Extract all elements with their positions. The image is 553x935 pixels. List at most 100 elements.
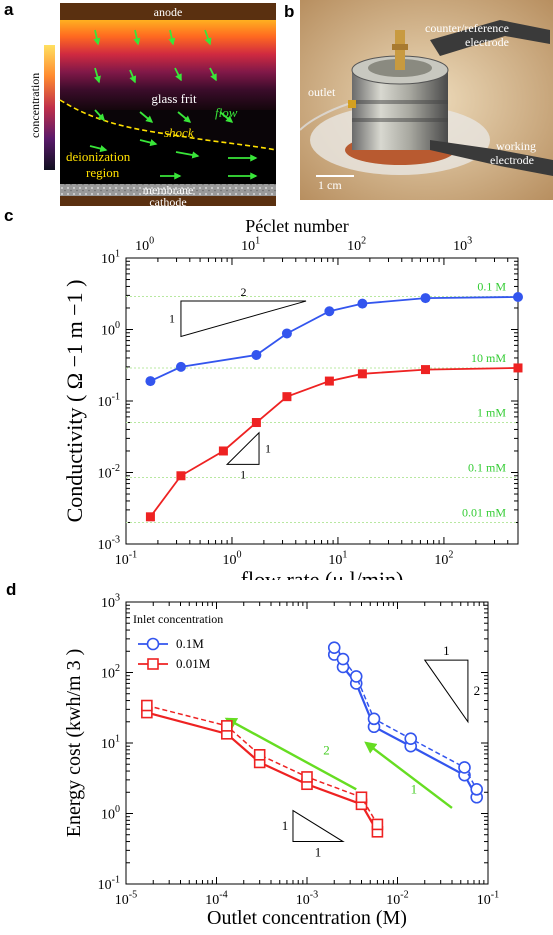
data-point-3 [221,720,233,732]
legend-swatch-marker [146,637,160,651]
counter-clip [430,20,550,56]
data-point-0 [420,293,431,304]
slope-triangle-1-1 [292,809,345,843]
data-point-1 [336,652,350,666]
data-point-0 [281,328,292,339]
anode-electrode [60,3,276,20]
slope-triangle-rise: 2 [474,683,481,698]
peclet-axis-label: Péclet number [245,216,348,236]
concentration-label: concentration [28,73,42,138]
data-point-1 [357,369,367,379]
slope-triangle-run: 1 [443,643,450,658]
reference-line-label: 1 mM [477,406,506,420]
panel-d-chart: 10-5 10-4 10-3 10-2 10-1 10-1 100 101 102 103 Inle… [63,593,499,929]
data-point-0 [251,349,262,360]
series-line-0 [150,296,519,382]
legend-entry: 0.1M [176,636,204,651]
data-point-1 [327,641,341,654]
data-point-3 [141,699,153,712]
guide-arrow-label: 1 [411,781,418,796]
slope-triangle-run: 1 [315,845,322,860]
x-axis-label: Outlet concentration (M) [207,907,407,929]
x-tick-label: 10-3 [296,890,318,908]
panel-label-a: a [4,0,14,19]
y-tick-label: 102 [101,663,120,681]
top-tick-label: 101 [241,236,260,254]
slope-triangle-1-2 [423,659,469,724]
top-tick-label: 100 [135,236,154,254]
fresh-label: fresh [263,161,275,183]
y-tick-label: 100 [101,320,120,338]
slope-triangle-1-1 [225,431,260,465]
panel-label-d: d [6,580,17,599]
y-tick-label: 10-3 [98,535,120,553]
series-line-2 [146,711,379,833]
x-tick-label: 10-1 [477,890,499,908]
slope-triangle-rise: 1 [282,818,289,833]
data-point-1 [251,418,261,428]
y-tick-label: 103 [101,593,120,611]
data-point-3 [253,749,266,761]
shock-label: shock [164,125,194,140]
guide-arrow [224,717,357,791]
counter-reference-label-2: electrode [465,35,509,49]
panel-label-b: b [284,2,295,21]
concentration-colorbar [44,45,55,170]
data-point-0 [324,306,335,317]
deionization-label-line2: region [86,165,120,180]
series-line-1 [149,367,519,518]
panel-label-c: c [4,206,14,225]
reference-line-label: 0.1 M [477,279,506,293]
glass-frit-label: glass frit [151,91,197,106]
x-tick-label: 101 [328,550,347,568]
anode-label: anode [154,5,183,19]
data-point-3 [355,791,368,804]
counter-reference-label-1: counter/reference [425,21,509,35]
data-point-1 [218,446,228,456]
slope-triangle-rise: 1 [265,442,271,456]
working-clip [430,140,553,176]
data-point-1 [420,365,430,375]
y-tick-label: 100 [101,804,120,822]
reference-line-label: 10 mM [471,351,506,365]
panel-b-photo: counter/reference electrode outlet worki… [300,0,553,200]
guide-arrow [364,741,453,809]
reference-line-label: 0.01 mM [462,505,506,519]
scale-bar-label: 1 cm [318,178,342,192]
legend-title: Inlet concentration [133,612,223,626]
membrane-label: membrane [143,183,194,197]
panel-c-chart: 10-1 100 101 102 10-3 10-2 10-1 100 101 100 101 102… [62,216,523,580]
y-tick-label: 10-2 [98,463,120,481]
x-tick-label: 10-5 [115,890,137,908]
data-point-0 [175,361,186,372]
data-point-1 [404,732,418,746]
data-point-0 [513,291,523,302]
flow-arrows [89,29,258,180]
legend-entry: 0.01M [176,656,211,671]
guide-arrow-label: 2 [323,743,330,758]
top-tick-label: 103 [453,236,472,254]
cathode-electrode [60,196,276,206]
data-point-1 [349,670,363,683]
working-electrode-label-2: electrode [490,153,534,167]
x-tick-label: 10-4 [205,890,227,908]
legend-swatch-marker [147,658,159,670]
shock-front [59,99,277,151]
y-axis-label: Energy cost (kwh/m 3 ) [63,649,85,838]
data-point-1 [324,376,334,386]
x-axis-label: flow rate (μ l/min) [241,567,404,580]
x-tick-label: 10-2 [386,890,408,908]
y-tick-label: 10-1 [98,392,120,410]
outlet-label: outlet [308,85,336,99]
x-tick-label: 100 [222,550,241,568]
panel-a-schematic: concentration anode membrane cathode gla… [28,3,277,209]
data-point-1 [458,761,471,774]
data-point-3 [371,818,384,831]
slope-triangle-run: 1 [240,467,246,481]
slope-triangle-rise: 1 [169,312,175,326]
top-tick-label: 102 [347,236,366,254]
data-point-1 [282,392,292,402]
data-point-0 [357,298,368,309]
deionization-label-line1: deionization [66,149,131,164]
data-point-1 [176,471,186,481]
